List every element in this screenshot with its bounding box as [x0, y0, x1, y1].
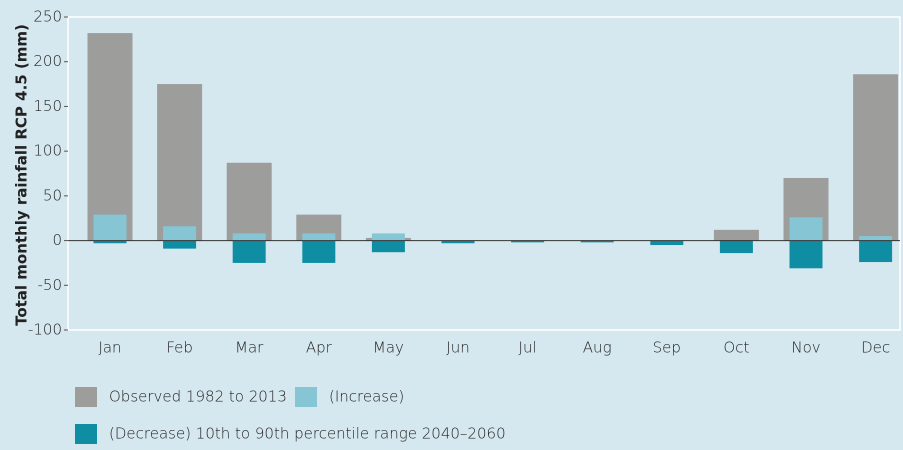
x-tick-label: Jun [446, 339, 469, 357]
bar [371, 240, 405, 253]
x-tick-label: Sep [653, 339, 681, 357]
bar [232, 233, 266, 241]
x-tick-label: May [373, 339, 404, 357]
y-axis-label: Total monthly rainfall RCP 4.5 (mm) [13, 24, 31, 326]
bar [163, 226, 197, 241]
y-tick-label: -100 [28, 321, 62, 339]
y-tick-label: 250 [33, 8, 62, 26]
y-tick-label: 0 [52, 231, 62, 249]
bar [232, 240, 266, 263]
x-tick-label: Nov [791, 339, 820, 357]
x-tick-label: Aug [583, 339, 612, 357]
bar [650, 240, 684, 246]
bar [157, 84, 203, 241]
bar [302, 233, 336, 241]
bar [163, 240, 197, 249]
bar [789, 240, 823, 269]
bar [789, 217, 823, 241]
x-tick-label: Jul [519, 339, 537, 357]
legend-swatch [295, 387, 317, 407]
x-tick-label: Feb [166, 339, 193, 357]
legend-label: (Decrease) 10th to 90th percentile range… [109, 425, 506, 443]
y-tick-label: 100 [33, 142, 62, 160]
bar [93, 240, 127, 244]
bar [511, 240, 545, 243]
bar [93, 214, 127, 241]
legend-label: Observed 1982 to 2013 [109, 388, 287, 406]
bar [580, 240, 614, 243]
legend-swatch [75, 424, 97, 444]
bar [719, 240, 753, 254]
x-tick-label: Oct [723, 339, 749, 357]
y-tick-label: 150 [33, 97, 62, 115]
legend-swatch [75, 387, 97, 407]
y-tick-label: -50 [38, 276, 63, 294]
bar [859, 236, 893, 241]
bar [87, 33, 133, 241]
x-tick-label: Jan [98, 339, 121, 357]
bar [853, 74, 899, 241]
x-tick-label: Apr [306, 339, 333, 357]
y-tick-label: 200 [33, 52, 62, 70]
x-tick-label: Mar [235, 339, 264, 357]
y-tick-label: 50 [43, 186, 62, 204]
plot-frame [67, 16, 901, 331]
bar [859, 240, 893, 263]
bar [441, 240, 475, 244]
bar [302, 240, 336, 263]
bar [226, 162, 272, 241]
bar [371, 233, 405, 241]
bar [713, 229, 759, 241]
legend-label: (Increase) [329, 388, 404, 406]
x-tick-label: Dec [861, 339, 890, 357]
